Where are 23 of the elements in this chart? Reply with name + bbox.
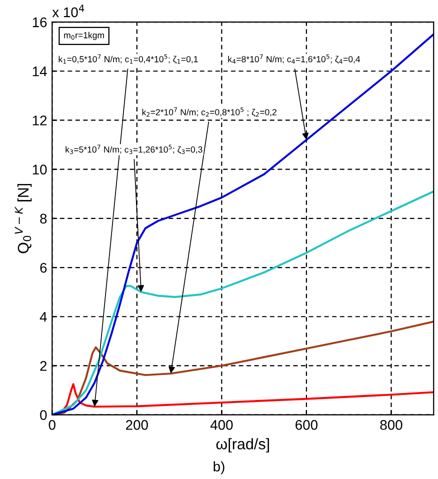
annotation: m$_{0}$r=1kgm (64, 32, 104, 40)
y-tick-label: 2 (40, 361, 47, 371)
text: k$_{3}$=5*10$^{7}$ N/m; c$_{3}$=1,26*10$^{5}$; ζ$_{3}$=0,3 (66, 144, 202, 154)
y-axis-title: Q$_{0}$$^{V−K}$ [N] (14, 184, 32, 254)
text: k$_{4}$=8*10$^{7}$ N/m; c$_{4}$=1,6*10$^{5}$; ζ$_{4}$=0,4 (228, 54, 360, 64)
y-tick-label: 0 (40, 410, 47, 420)
text: x 10$^{4}$ (52, 4, 84, 18)
x-tick-label: 800 (380, 420, 402, 430)
text: k$_{2}$=2*10$^{7}$ N/m; c$_{2}$=0,8*10$^{5}$ ; ζ$_{2}$=0,2 (142, 107, 276, 117)
y-tick-label: 12 (32, 116, 47, 126)
x-axis-title: ω[rad/s] (216, 438, 269, 452)
x-tick-label: 400 (210, 420, 233, 430)
text: b) (214, 461, 224, 474)
y-tick-label: 8 (40, 214, 47, 224)
y-tick-label: 6 (40, 262, 47, 273)
y-tick-label: 4 (40, 312, 47, 322)
x-tick-label: 200 (126, 420, 148, 430)
y-tick-label: 16 (32, 17, 47, 28)
x-tick-label: 0 (48, 420, 56, 430)
text: k$_{1}$=0,5*10$^{7}$ N/m; c$_{1}$=0,4*10$^{5}$; ζ$_{1}$=0,1 (58, 54, 198, 64)
y-tick-label: 10 (32, 164, 47, 174)
y-tick-label: 14 (32, 66, 47, 76)
x-tick-label: 600 (296, 420, 318, 430)
